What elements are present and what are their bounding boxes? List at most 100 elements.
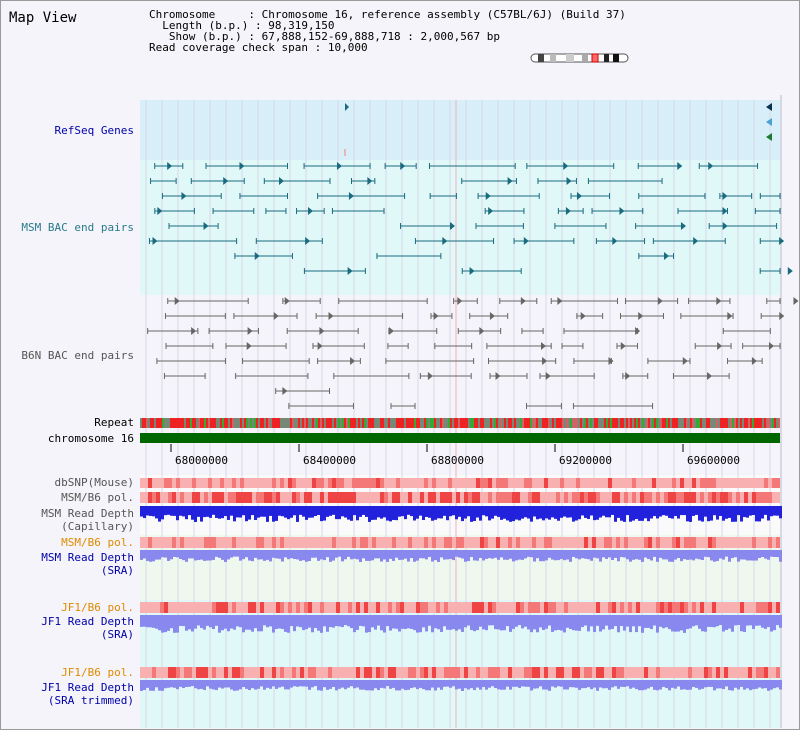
jf1-pol-trim-mark xyxy=(736,667,740,678)
jf1-depth-trim-bar xyxy=(653,680,656,690)
jf1-depth-trim-bar xyxy=(767,680,770,691)
chromosome-value: Chromosome 16, reference assembly (C57BL… xyxy=(261,8,626,21)
jf1-pol-trim-mark xyxy=(252,667,256,678)
msm-pol-mark xyxy=(708,492,712,503)
jf1-pol-trim-mark xyxy=(708,667,712,678)
jf1-pol-mark xyxy=(768,602,772,613)
repeat-mark xyxy=(746,418,748,428)
chromosome-ideogram[interactable] xyxy=(530,52,630,64)
dbsnp-mark xyxy=(536,478,540,488)
msm-pol-mark xyxy=(308,492,312,503)
dbsnp-mark xyxy=(248,478,252,488)
jf1-pol-mark xyxy=(288,602,292,613)
jf1-depth-trim-bar xyxy=(365,680,368,691)
msm-depth-sra-bar xyxy=(707,550,710,558)
dbsnp-mark xyxy=(236,478,240,488)
jf1-depth-bar xyxy=(554,615,557,631)
msm-depth-cap-bar xyxy=(767,506,770,521)
repeat-mark xyxy=(406,418,408,428)
msm-depth-cap-bar xyxy=(764,506,767,515)
msm-depth-cap-bar xyxy=(581,506,584,516)
msm-depth-sra-bar xyxy=(434,550,437,561)
jf1-depth-bar xyxy=(218,615,221,633)
jf1-pol-mark xyxy=(756,602,760,613)
repeat-mark xyxy=(146,418,148,428)
repeat-mark xyxy=(660,418,662,428)
jf1-pol-mark xyxy=(200,602,204,613)
msm-depth-cap-bar xyxy=(743,506,746,518)
jf1-pol-mark xyxy=(488,602,492,613)
jf1-depth-trim-bar xyxy=(182,680,185,689)
jf1-pol-trim-mark xyxy=(592,667,596,678)
msm-pol-sra-mark xyxy=(472,537,476,548)
msm-pol-mark xyxy=(276,492,280,503)
msm-depth-sra-bar xyxy=(647,550,650,560)
jf1-pol-mark xyxy=(444,602,448,613)
b6n-bac-label: B6N BAC end pairs xyxy=(21,349,134,362)
repeat-mark xyxy=(466,418,468,428)
dbsnp-mark xyxy=(624,478,628,488)
jf1-pol-mark xyxy=(468,602,472,613)
msm-depth-cap-bar xyxy=(308,506,311,518)
jf1-depth-bar xyxy=(485,615,488,631)
msm-pol-sra-mark xyxy=(296,537,300,548)
msm-pol-mark xyxy=(672,492,676,503)
jf1-depth-trim-bar xyxy=(542,680,545,690)
msm-depth-cap-bar xyxy=(152,506,155,517)
jf1-depth-trim-bar xyxy=(305,680,308,687)
msm-pol-mark xyxy=(580,492,584,503)
repeat-mark xyxy=(480,418,482,428)
jf1-pol-mark xyxy=(176,602,180,613)
jf1-pol-mark xyxy=(516,602,520,613)
msm-pol-sra-mark xyxy=(612,537,616,548)
jf1-depth-trim-bar xyxy=(206,680,209,687)
jf1-depth-trim-bar xyxy=(275,680,278,689)
jf1-pol-trim-mark xyxy=(248,667,252,678)
dbsnp-mark xyxy=(620,478,624,488)
repeat-mark xyxy=(268,418,270,428)
jf1-depth-bar xyxy=(668,615,671,630)
jf1-depth-bar xyxy=(509,615,512,632)
repeat-mark xyxy=(566,418,568,428)
msm-pol-sra-mark xyxy=(336,537,340,548)
msm-pol-mark xyxy=(328,492,332,503)
msm-pol-sra-mark xyxy=(440,537,444,548)
dbsnp-mark xyxy=(220,478,224,488)
jf1-depth-bar xyxy=(665,615,668,628)
msm-depth-cap-bar xyxy=(290,506,293,518)
dbsnp-mark xyxy=(648,478,652,488)
dbsnp-mark xyxy=(684,478,688,488)
msm-pol-mark xyxy=(208,492,212,503)
msm-pol-mark xyxy=(300,492,304,503)
msm-pol-sra-mark xyxy=(320,537,324,548)
repeat-mark xyxy=(614,418,616,428)
repeat-mark xyxy=(488,418,490,428)
repeat-mark xyxy=(696,418,698,428)
msm-depth-cap-bar xyxy=(758,506,761,522)
msm-pol-sra-mark xyxy=(308,537,312,548)
dbsnp-mark xyxy=(452,478,456,488)
msm-pol-sra-mark xyxy=(396,537,400,548)
dbsnp-mark xyxy=(464,478,468,488)
jf1-pol-mark xyxy=(436,602,440,613)
jf1-pol-trim-mark xyxy=(420,667,424,678)
msm-depth-sra-bar xyxy=(239,550,242,561)
dbsnp-mark xyxy=(312,478,316,488)
jf1-depth-bar xyxy=(176,615,179,633)
repeat-mark xyxy=(178,418,180,428)
msm-pol-sra-mark xyxy=(648,537,652,548)
repeat-mark xyxy=(712,418,714,428)
jf1-depth-trim-bar xyxy=(416,680,419,690)
msm-depth-sra-bar xyxy=(428,550,431,557)
jf1-depth-bar xyxy=(623,615,626,631)
msm-bac-pair xyxy=(347,267,353,275)
msm-depth-cap-bar xyxy=(566,506,569,518)
jf1-depth-trim-bar xyxy=(575,680,578,688)
repeat-mark xyxy=(662,418,664,428)
jf1-depth-bar xyxy=(545,615,548,629)
dbsnp-mark xyxy=(376,478,380,488)
b6n-bac-pair xyxy=(557,297,563,305)
msm-depth-cap-bar xyxy=(662,506,665,516)
msm-depth-sra-bar xyxy=(650,550,653,561)
